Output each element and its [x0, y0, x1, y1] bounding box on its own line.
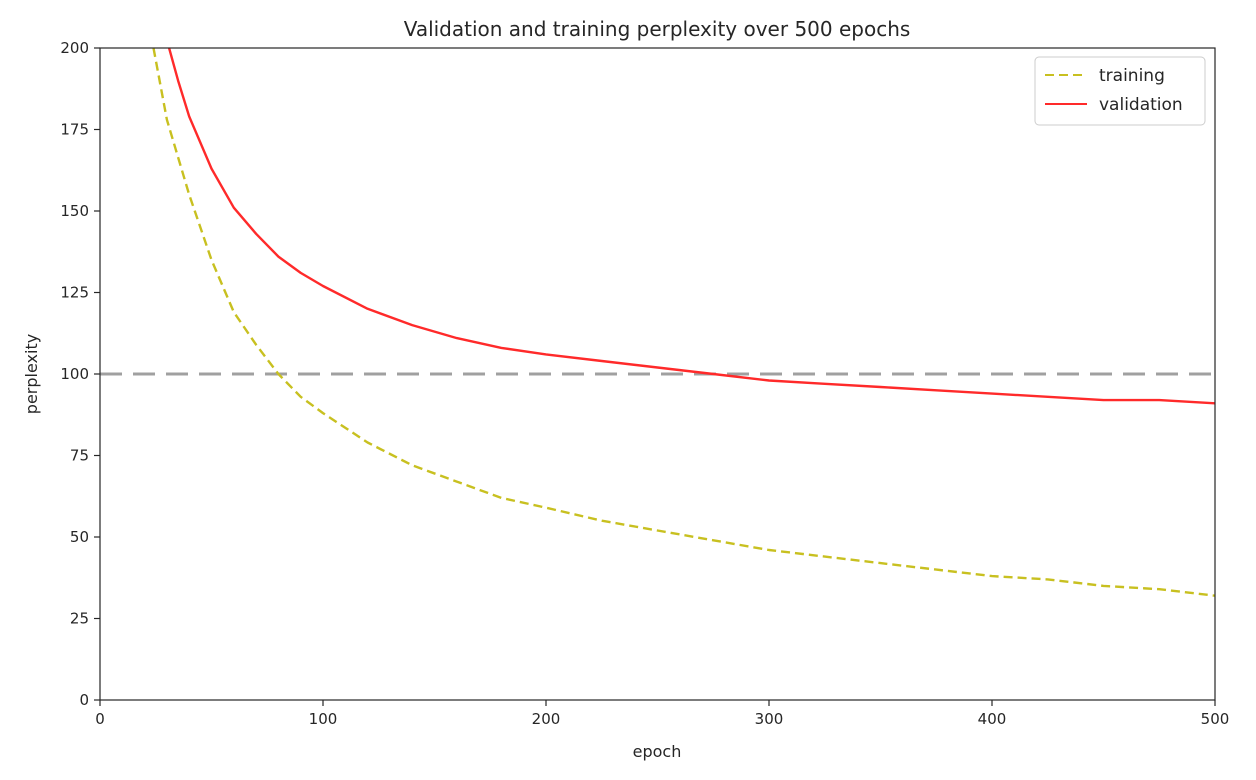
chart-title: Validation and training perplexity over … [404, 17, 911, 41]
y-tick-label: 50 [70, 528, 89, 546]
x-axis-label: epoch [633, 742, 682, 761]
x-tick-label: 400 [978, 710, 1007, 728]
x-tick-label: 100 [309, 710, 338, 728]
y-tick-label: 200 [60, 39, 89, 57]
y-tick-label: 100 [60, 365, 89, 383]
legend-label-training: training [1099, 66, 1165, 86]
y-tick-label: 150 [60, 202, 89, 220]
series-line-training [152, 48, 1215, 597]
y-tick-label: 0 [79, 691, 89, 709]
y-axis-label: perplexity [22, 334, 41, 414]
y-tick-label: 175 [60, 121, 89, 139]
x-tick-label: 500 [1201, 710, 1230, 728]
y-tick-label: 25 [70, 610, 89, 628]
y-tick-label: 125 [60, 284, 89, 302]
legend: training validation [1034, 56, 1206, 126]
legend-label-validation: validation [1099, 95, 1183, 115]
x-tick-label: 300 [755, 710, 784, 728]
x-tick-label: 200 [532, 710, 561, 728]
series-line-validation [167, 48, 1215, 405]
plot-area [100, 48, 1215, 597]
axis-ticks: 0 100 200 300 400 500 0 25 50 75 100 125 150 175 200 [60, 39, 1229, 728]
y-tick-label: 75 [70, 447, 89, 465]
x-tick-label: 0 [95, 710, 105, 728]
